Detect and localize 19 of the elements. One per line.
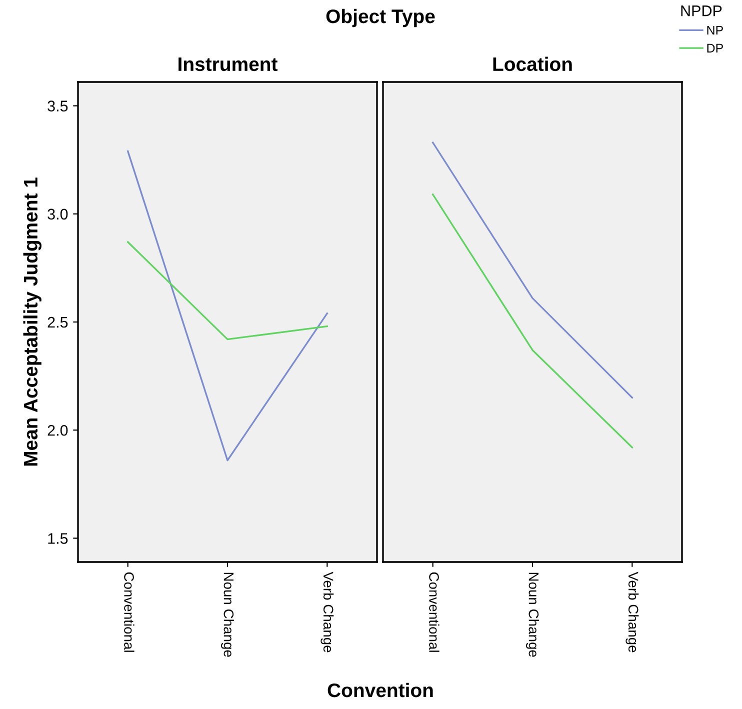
legend-title: NPDP <box>681 6 722 16</box>
x-axis-title: Convention <box>328 682 433 698</box>
y-tick-label: 2.0 <box>48 424 68 436</box>
legend-label: DP <box>707 44 723 52</box>
x-tick-label: Noun Change <box>526 572 539 657</box>
x-tick-label: Conventional <box>429 572 440 652</box>
y-tick-label: 3.5 <box>48 100 68 112</box>
chart-title: Instrument <box>178 58 278 72</box>
x-tick-label: Noun Change <box>221 572 234 657</box>
x-tick-label: Verb Change <box>320 572 334 652</box>
legend-label: NP <box>707 26 723 35</box>
y-tick-label: 3.0 <box>48 208 68 220</box>
x-tick-label: Conventional <box>124 572 134 652</box>
y-tick-label: 1.5 <box>48 533 68 544</box>
chart-title: Location <box>493 56 572 72</box>
x-tick-label: Verb Change <box>626 572 639 652</box>
y-tick-label: 2.5 <box>48 316 68 328</box>
y-axis-title: Mean Acceptability Judgment 1 <box>23 178 42 466</box>
chart-subtitle: Object Type <box>326 8 435 28</box>
